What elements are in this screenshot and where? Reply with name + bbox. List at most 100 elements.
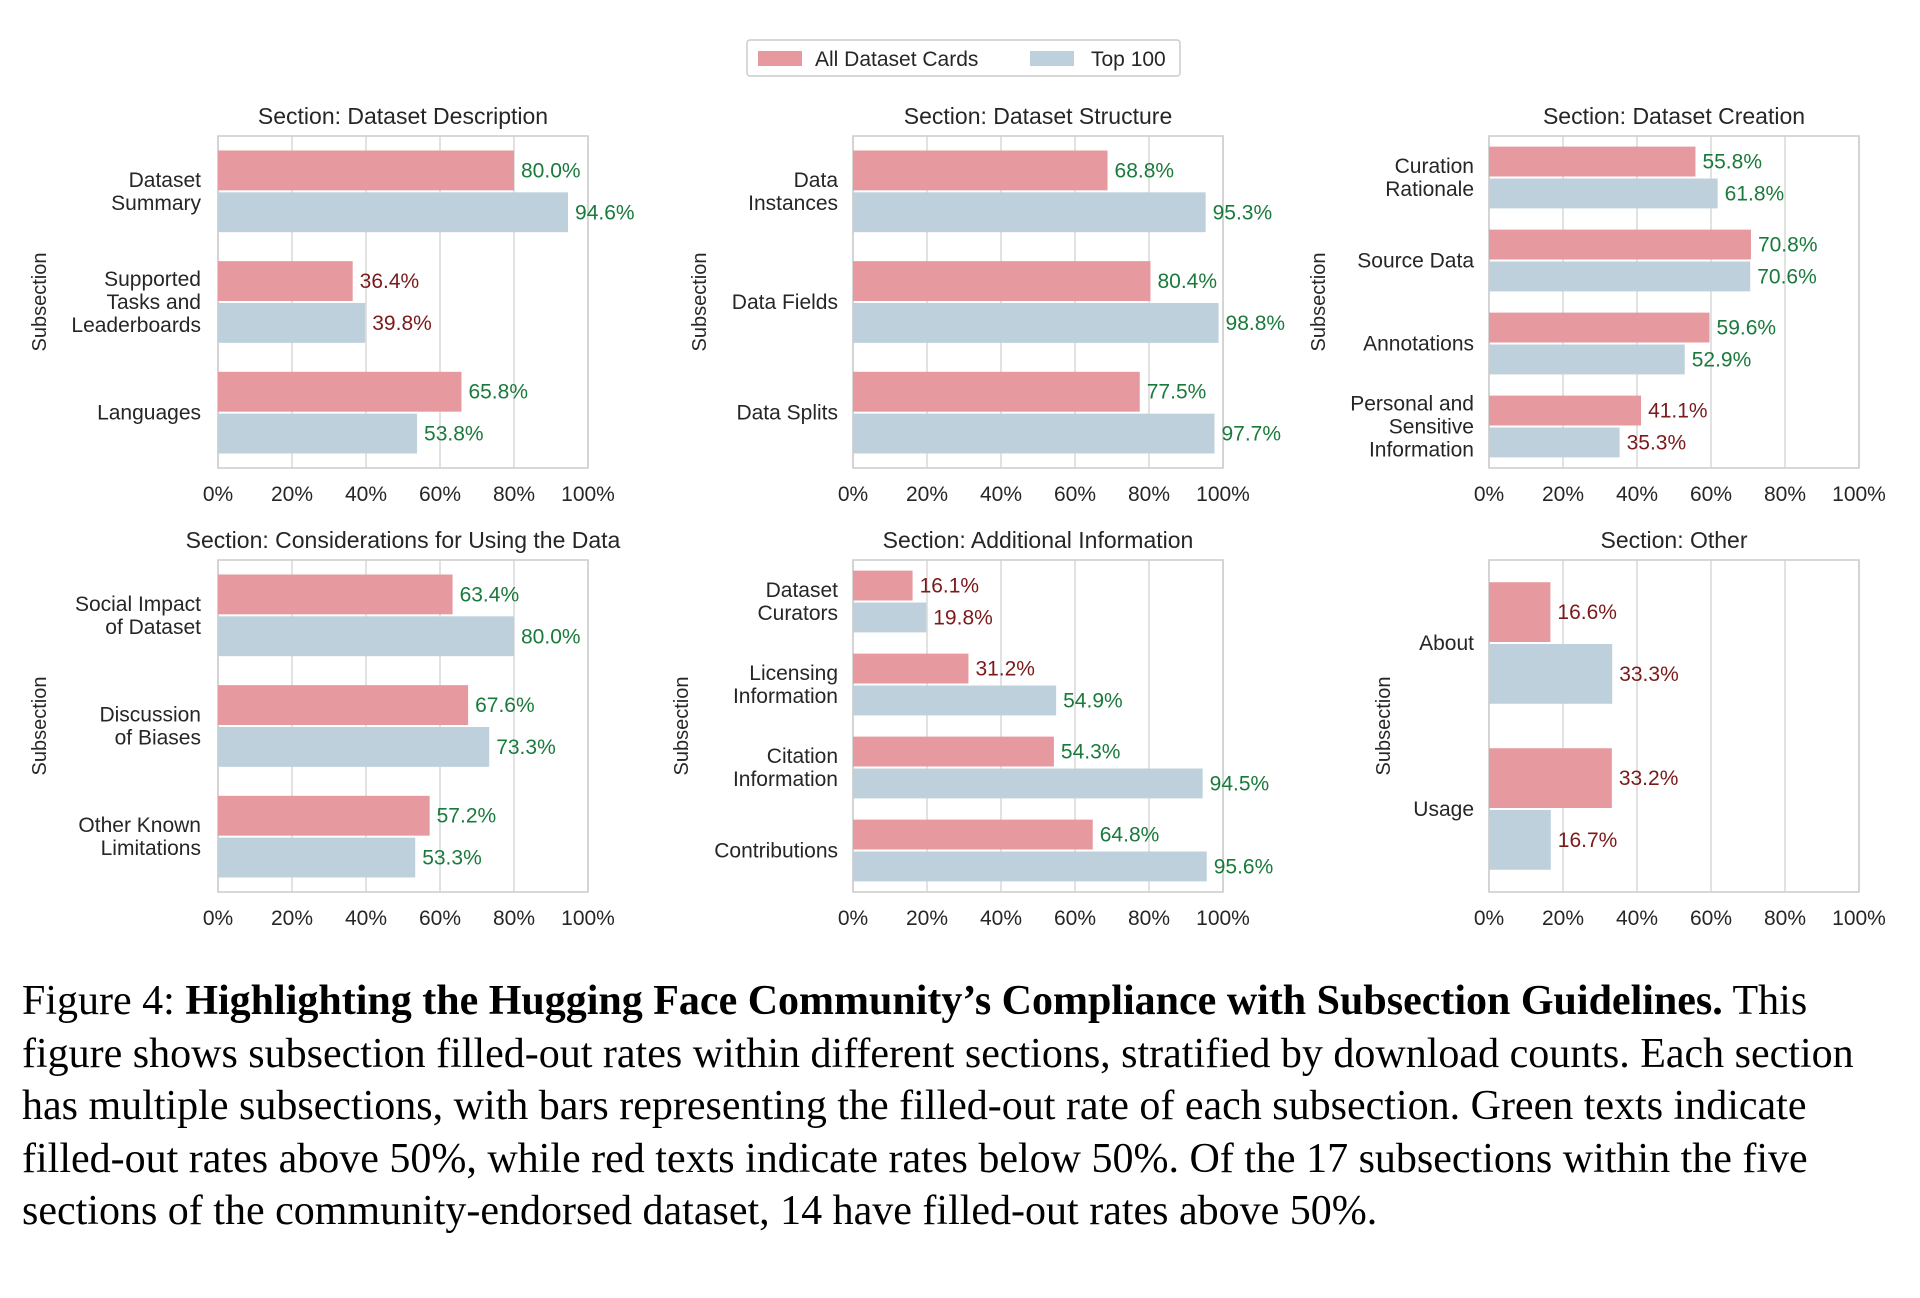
- bar: [1489, 810, 1551, 870]
- x-tick-label: 60%: [1690, 907, 1732, 930]
- bar: [1489, 395, 1642, 426]
- data-label: 54.9%: [1063, 689, 1123, 712]
- panel-title: Section: Dataset Description: [258, 103, 548, 129]
- bar: [218, 303, 366, 343]
- legend-swatch: [1030, 51, 1074, 66]
- legend-frame: [746, 39, 1181, 77]
- data-label: 95.6%: [1214, 855, 1274, 878]
- panel-1: 0% 20% 40% 60% 80% 100% Section: Dataset Descr…: [29, 103, 635, 506]
- plot-frame: [852, 135, 1224, 469]
- data-label: 16.6%: [1557, 601, 1617, 624]
- data-label: 41.1%: [1648, 400, 1708, 423]
- x-tick-label: 0%: [203, 483, 233, 506]
- y-axis-title: Subsection: [671, 677, 693, 776]
- data-label: 57.2%: [437, 805, 497, 828]
- data-label: 36.4%: [360, 270, 420, 293]
- data-label: 53.3%: [422, 847, 482, 870]
- bar: [218, 727, 490, 767]
- bar: [853, 371, 1140, 412]
- x-tick-label: 100%: [1832, 483, 1886, 506]
- x-tick-label: 80%: [1764, 483, 1806, 506]
- x-tick-label: 60%: [1054, 907, 1096, 930]
- y-axis-title: Subsection: [29, 677, 51, 776]
- data-label: 16.1%: [920, 575, 980, 598]
- data-label: 95.3%: [1213, 201, 1273, 224]
- caption-body: This figure shows subsection filled-out …: [22, 978, 1854, 1234]
- data-label: 61.8%: [1725, 182, 1785, 205]
- x-tick-label: 40%: [1616, 483, 1658, 506]
- legend-label: All Dataset Cards: [815, 48, 978, 71]
- category-label: Annotations: [1363, 333, 1474, 356]
- bar: [853, 685, 1057, 716]
- figure-chart-grid: All Dataset Cards Top 100 0% 20% 40% 60% 80% 1…: [29, 39, 1886, 930]
- x-tick-label: 20%: [1542, 907, 1584, 930]
- y-axis-title: Subsection: [689, 253, 711, 352]
- x-tick-label: 80%: [1764, 907, 1806, 930]
- bar: [218, 616, 514, 657]
- data-label: 67.6%: [475, 694, 535, 717]
- x-tick-label: 40%: [345, 907, 387, 930]
- caption-prefix: Figure 4:: [22, 978, 186, 1024]
- data-label: 35.3%: [1627, 431, 1687, 454]
- x-tick-label: 100%: [1832, 907, 1886, 930]
- bar: [218, 574, 453, 615]
- category-label: Dataset Curators: [757, 579, 838, 625]
- panel-4: 0% 20% 40% 60% 80% 100% Section: Consideration…: [29, 527, 621, 930]
- panel-title: Section: Additional Information: [883, 527, 1194, 553]
- category-label: Licensing Information: [733, 662, 838, 708]
- data-label: 63.4%: [460, 583, 520, 606]
- data-label: 33.2%: [1619, 767, 1679, 790]
- category-label: Curation Rationale: [1385, 155, 1474, 201]
- x-tick-label: 100%: [561, 907, 615, 930]
- panel-title: Section: Considerations for Using the Da…: [186, 527, 621, 553]
- x-tick-label: 0%: [838, 907, 868, 930]
- x-tick-label: 0%: [1474, 907, 1504, 930]
- x-tick-label: 20%: [906, 483, 948, 506]
- x-tick-label: 0%: [1474, 483, 1504, 506]
- category-label: Data Splits: [736, 402, 838, 425]
- data-label: 31.2%: [975, 658, 1035, 681]
- plot-frame: [217, 559, 589, 893]
- x-tick-label: 100%: [1196, 907, 1250, 930]
- panel-title: Section: Dataset Structure: [904, 103, 1172, 129]
- bar: [218, 413, 418, 454]
- plot-frame: [852, 559, 1224, 893]
- x-tick-label: 60%: [1054, 483, 1096, 506]
- x-tick-label: 40%: [345, 483, 387, 506]
- data-label: 77.5%: [1147, 381, 1207, 404]
- panel-2: 0% 20% 40% 60% 80% 100% Section: Dataset Struc…: [689, 103, 1285, 506]
- plot-frame: [1488, 135, 1860, 469]
- x-tick-label: 100%: [561, 483, 615, 506]
- x-tick-label: 80%: [493, 907, 535, 930]
- bar: [218, 192, 569, 233]
- category-label: Data Fields: [732, 291, 838, 314]
- bar: [1489, 178, 1718, 209]
- bar: [1489, 229, 1751, 260]
- panel-3: 0% 20% 40% 60% 80% 100% Section: Dataset Creat…: [1308, 103, 1886, 506]
- category-label: Personal and Sensitive Information: [1350, 393, 1474, 462]
- legend-swatch: [758, 51, 802, 66]
- data-label: 68.8%: [1115, 159, 1175, 182]
- y-axis-title: Subsection: [1373, 677, 1395, 776]
- x-tick-label: 100%: [1196, 483, 1250, 506]
- x-tick-label: 80%: [493, 483, 535, 506]
- data-label: 59.6%: [1717, 317, 1777, 340]
- x-tick-label: 60%: [419, 907, 461, 930]
- x-tick-label: 20%: [271, 907, 313, 930]
- x-tick-label: 0%: [203, 907, 233, 930]
- x-tick-label: 80%: [1128, 483, 1170, 506]
- bar: [853, 768, 1203, 799]
- caption-bold-title: Highlighting the Hugging Face Community’…: [185, 978, 1723, 1024]
- plot-frame: [1488, 559, 1860, 893]
- plot-frame: [217, 135, 589, 469]
- bar: [1489, 582, 1551, 642]
- data-label: 33.3%: [1619, 663, 1679, 686]
- bar: [1489, 427, 1620, 458]
- bar: [1489, 146, 1696, 177]
- x-tick-label: 20%: [1542, 483, 1584, 506]
- data-label: 94.5%: [1210, 772, 1270, 795]
- data-label: 80.0%: [521, 159, 581, 182]
- x-tick-label: 40%: [980, 483, 1022, 506]
- bar: [1489, 748, 1612, 808]
- bar: [853, 303, 1219, 343]
